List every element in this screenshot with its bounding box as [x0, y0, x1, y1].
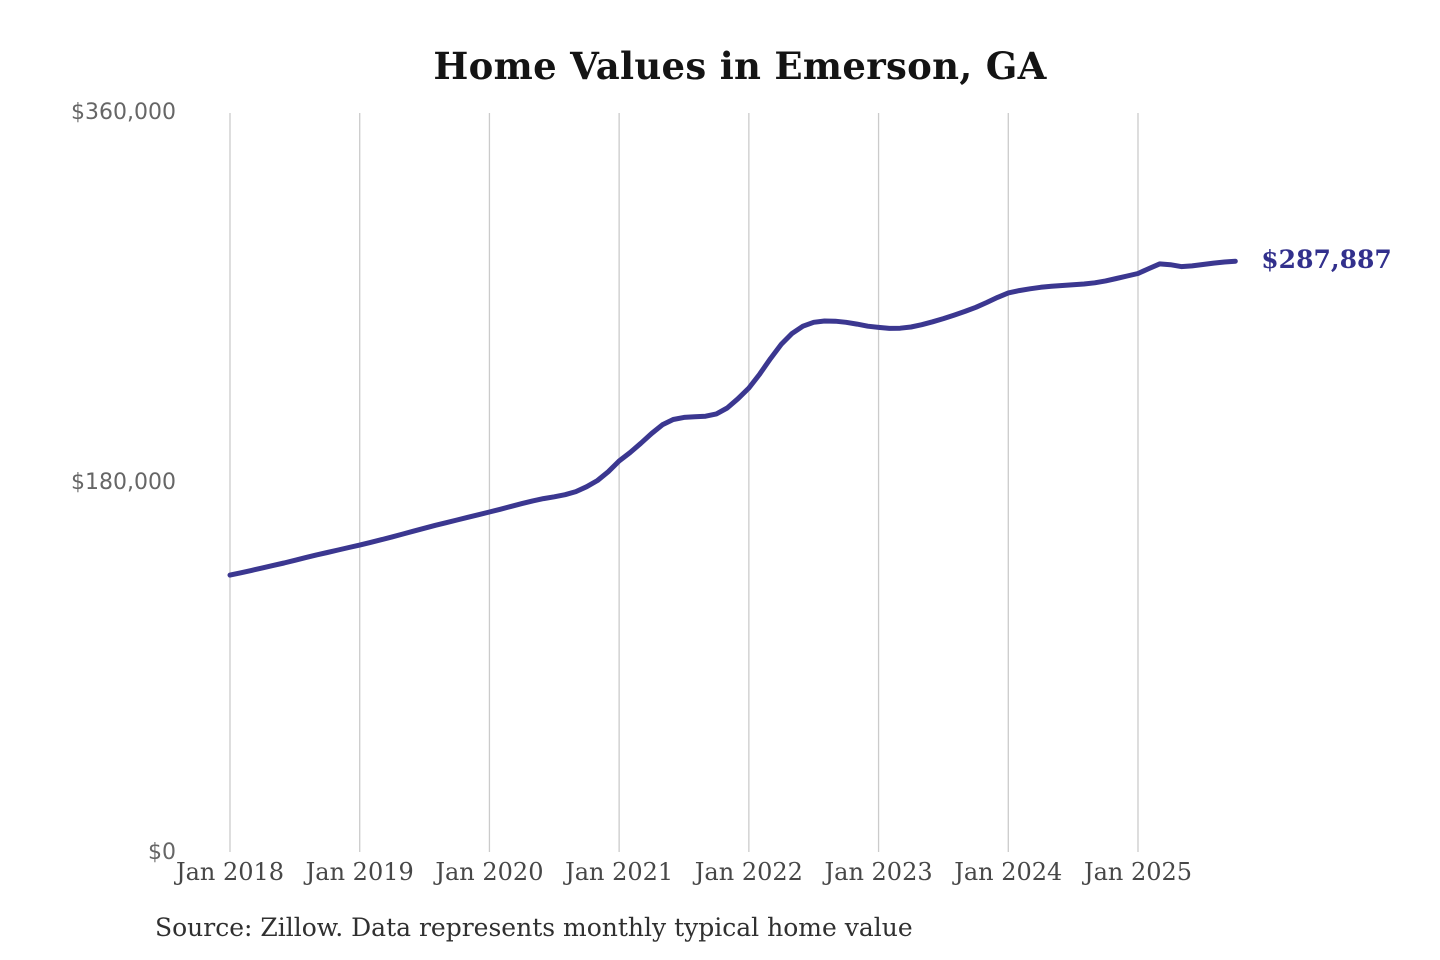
source-note: Source: Zillow. Data represents monthly … [155, 913, 913, 942]
x-tick-label-2018: Jan 2018 [175, 858, 285, 886]
x-tick-label-2019: Jan 2019 [305, 858, 414, 886]
x-tick-label-2025: Jan 2025 [1083, 858, 1193, 886]
y-tick-label-180000: $180,000 [71, 470, 176, 495]
x-tick-label-2022: Jan 2022 [694, 858, 803, 886]
x-tick-label-2020: Jan 2020 [435, 858, 544, 886]
y-tick-label-360000: $360,000 [71, 100, 176, 125]
latest-value-label: $287,887 [1261, 245, 1392, 275]
home-value-line [227, 258, 1238, 578]
vertical-gridlines [229, 113, 1139, 852]
x-tick-label-2024: Jan 2024 [954, 858, 1063, 886]
chart-title: Home Values in Emerson, GA [433, 44, 1047, 88]
x-tick-label-2023: Jan 2023 [824, 858, 933, 886]
x-tick-label-2021: Jan 2021 [565, 858, 674, 886]
y-tick-label-0: $0 [148, 840, 176, 865]
